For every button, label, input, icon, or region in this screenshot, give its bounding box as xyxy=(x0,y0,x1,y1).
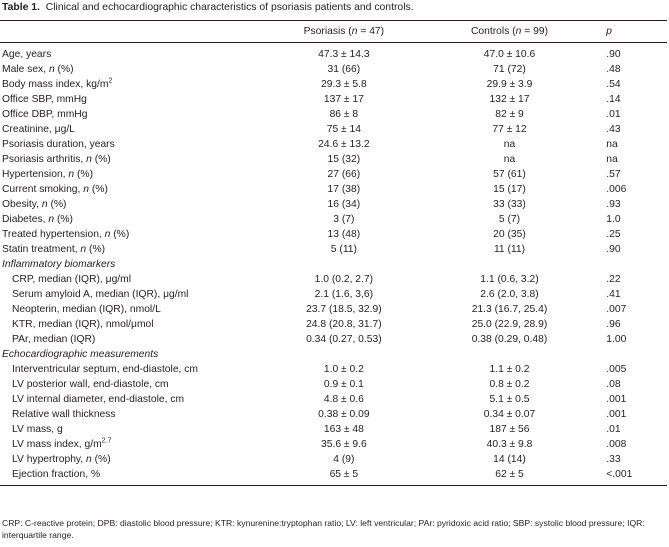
table-row: Body mass index, kg/m2 29.3 ± 5.8 29.9 ± 3… xyxy=(2,77,621,90)
section-heading-echo: Echocardiographic measurements xyxy=(2,349,159,360)
table-row: Male sex, n (%) 31 (66) 71 (72) .48 xyxy=(2,64,621,75)
table-footnote: CRP: C-reactive protein; DPB: diastolic … xyxy=(2,518,645,540)
table-header-row: Psoriasis (n = 47) Controls (n = 99) p xyxy=(0,20,667,43)
table-row: KTR, median (IQR), nmol/μmol 24.8 (20.8, … xyxy=(12,319,621,330)
table-row: Current smoking, n (%) 17 (38) 15 (17) .006 xyxy=(2,184,627,195)
table-row: Age, years 47.3 ± 14.3 47.0 ± 10.6.90 xyxy=(2,49,621,60)
header-variable xyxy=(0,20,274,43)
caption-label: Table 1. xyxy=(2,2,40,13)
table-caption: Table 1. Clinical and echocardiographic … xyxy=(2,2,414,13)
table-row: Psoriasis duration, years 24.6 ± 13.2 na na xyxy=(2,139,618,150)
table-row: LV mass, g 163 ± 48 187 ± 56.01 xyxy=(12,424,621,435)
table-row: LV hypertrophy, n (%) 4 (9) 14 (14) .33 xyxy=(12,454,621,465)
table-row: PAr, median (IQR) 0.34 (0.27, 0.53) 0.38 (… xyxy=(12,334,627,345)
header-psoriasis: Psoriasis (n = 47) xyxy=(273,20,415,43)
table-row: Office DBP, mmHg 86 ± 8 82 ± 9.01 xyxy=(2,109,621,120)
caption-text: Clinical and echocardiographic character… xyxy=(45,2,414,13)
table-row: Diabetes, n (%) 3 (7) 5 (7) 1.0 xyxy=(2,214,621,225)
table-row: LV internal diameter, end-diastole, cm 4.… xyxy=(12,394,627,405)
table-row: Statin treatment, n (%) 5 (11) 11 (11) .90 xyxy=(2,244,621,255)
section-heading-inflammatory: Inflammatory biomarkers xyxy=(2,259,116,270)
header-controls: Controls (n = 99) xyxy=(414,20,605,43)
characteristics-table: Psoriasis (n = 47) Controls (n = 99) p A… xyxy=(0,20,667,486)
table-row: Office SBP, mmHg 137 ± 17 132 ± 17.14 xyxy=(2,94,621,105)
table-row: Hypertension, n (%) 27 (66) 57 (61) .57 xyxy=(2,169,621,180)
table-row: Treated hypertension, n (%) 13 (48) 20 (35… xyxy=(2,229,621,240)
table-row: Relative wall thickness 0.38 ± 0.09 0.34 ±… xyxy=(12,409,627,420)
header-p-value: p xyxy=(604,20,667,43)
table-row: Psoriasis arthritis, n (%) 15 (32) na na xyxy=(2,154,618,165)
table-row: Neopterin, median (IQR), nmol/L 23.7 (18.… xyxy=(12,304,627,315)
table-row: Obesity, n (%) 16 (34) 33 (33) .93 xyxy=(2,199,621,210)
table-row: Serum amyloid A, median (IQR), μg/ml 2.1 … xyxy=(12,289,621,300)
table-row: CRP, median (IQR), μg/ml 1.0 (0.2, 2.7) 1.… xyxy=(12,274,621,285)
table-row: Creatinine, μg/L 75 ± 14 77 ± 12.43 xyxy=(2,124,621,135)
table-row: LV mass index, g/m2.7 35.6 ± 9.6 40.3 ± 9.… xyxy=(12,437,627,450)
table-row: Ejection fraction, % 65 ± 5 62 ± 5 <.001 xyxy=(0,467,667,486)
table-row: Interventricular septum, end-diastole, c… xyxy=(12,364,627,375)
table-row: LV posterior wall, end-diastole, cm 0.9 ±… xyxy=(12,379,621,390)
